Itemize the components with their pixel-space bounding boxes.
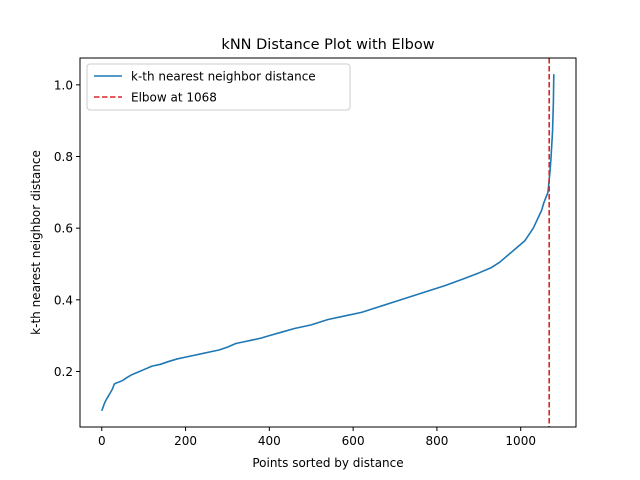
legend-label-knn: k-th nearest neighbor distance [131,70,316,84]
x-tick-label: 200 [174,434,197,448]
series-line-0 [101,74,555,412]
y-tick-label: 1.0 [54,78,73,92]
x-tick-label: 800 [425,434,448,448]
chart-title: kNN Distance Plot with Elbow [221,37,434,53]
chart-marks [101,58,555,427]
legend-box [86,63,351,111]
y-axis-label: k-th nearest neighbor distance [29,150,43,335]
plot-area [80,58,576,427]
y-tick-label: 0.8 [54,150,73,164]
plot-frame [79,57,577,428]
y-axis-ticks: 0.2 0.4 0.6 0.8 1.0 [54,78,80,379]
x-axis-ticks: 0 200 400 600 800 1000 [98,427,536,448]
y-tick-label: 0.6 [54,222,73,236]
y-tick-label: 0.4 [54,293,73,307]
x-axis-label: Points sorted by distance [252,456,403,470]
x-tick-label: 1000 [505,434,536,448]
legend: k-th nearest neighbor distance Elbow at … [86,63,351,111]
x-tick-label: 0 [98,434,106,448]
y-tick-label: 0.2 [54,365,73,379]
x-tick-label: 400 [258,434,281,448]
legend-label-elbow: Elbow at 1068 [131,91,217,105]
x-tick-label: 600 [342,434,365,448]
